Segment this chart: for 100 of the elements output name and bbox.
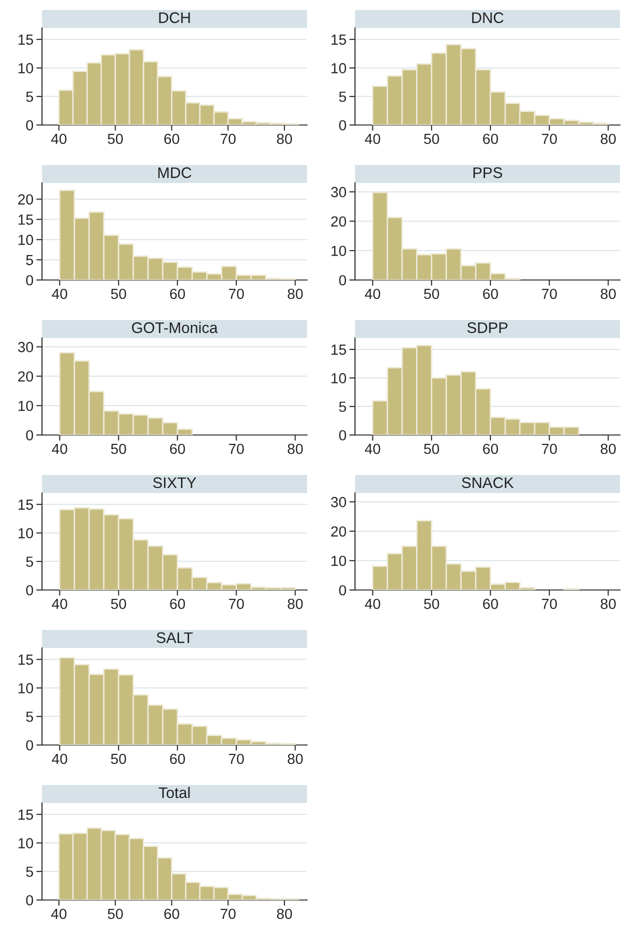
y-tick-label: 5 (26, 255, 34, 266)
x-tick-label: 80 (600, 444, 616, 454)
x-tick-label: 40 (364, 598, 380, 610)
y-tick-label: 0 (26, 895, 34, 906)
x-tick-label: 60 (170, 288, 185, 300)
chart-title: Total (158, 786, 190, 798)
x-tick-label: 70 (228, 754, 244, 764)
x-tick-label: 80 (600, 288, 616, 300)
x-tick-label: 60 (164, 908, 180, 920)
x-tick-label: 60 (170, 444, 185, 454)
y-tick-label: 0 (339, 275, 346, 286)
x-tick-label: 40 (52, 288, 68, 300)
x-tick-label: 40 (364, 444, 380, 454)
chart-title: DNC (472, 12, 504, 24)
chart-title: SNACK (462, 477, 514, 488)
y-tick-label: 10 (332, 373, 346, 384)
x-tick-label: 80 (288, 754, 303, 764)
x-tick-label: 50 (424, 444, 440, 454)
chart-title: DCH (159, 12, 190, 24)
chart-title: SDPP (467, 322, 508, 334)
y-tick-label: 30 (331, 186, 346, 198)
y-tick-label: 20 (331, 216, 346, 227)
y-tick-label: 10 (18, 400, 34, 412)
y-tick-label: 30 (18, 342, 34, 352)
y-tick-label: 20 (18, 194, 34, 205)
chart-title: PPS (473, 167, 502, 178)
y-tick-label: 10 (332, 63, 346, 74)
y-tick-label: 0 (339, 120, 346, 130)
x-tick-label: 60 (170, 754, 185, 764)
x-tick-label: 60 (164, 134, 180, 144)
x-tick-label: 70 (542, 444, 557, 454)
x-tick-label: 70 (228, 444, 244, 454)
y-tick-label: 5 (26, 556, 34, 567)
y-tick-label: 0 (339, 585, 346, 596)
x-tick-label: 80 (276, 134, 292, 144)
x-tick-label: 60 (483, 288, 498, 300)
y-tick-label: 5 (26, 712, 34, 722)
x-tick-label: 80 (600, 598, 616, 610)
x-tick-label: 50 (111, 598, 126, 610)
x-tick-label: 40 (52, 598, 68, 610)
x-tick-label: 40 (51, 134, 66, 144)
y-tick-label: 20 (331, 526, 346, 537)
x-tick-label: 70 (228, 288, 244, 300)
y-tick-label: 0 (26, 740, 34, 750)
y-tick-label: 0 (339, 430, 346, 440)
y-tick-label: 0 (26, 430, 34, 440)
chart-title: SALT (156, 632, 193, 644)
x-tick-label: 60 (483, 444, 498, 454)
y-tick-label: 10 (332, 246, 346, 256)
y-tick-label: 5 (339, 92, 346, 102)
y-tick-label: 15 (18, 810, 34, 820)
x-tick-label: 70 (220, 134, 236, 144)
x-tick-label: 50 (424, 598, 440, 610)
x-tick-label: 50 (108, 134, 123, 144)
y-tick-label: 5 (26, 92, 34, 102)
x-tick-label: 70 (542, 288, 557, 300)
x-tick-label: 70 (542, 134, 557, 144)
y-tick-label: 15 (18, 34, 34, 45)
y-tick-label: 10 (332, 556, 346, 566)
x-tick-label: 50 (108, 908, 123, 920)
x-tick-label: 40 (364, 288, 380, 300)
y-tick-label: 10 (18, 63, 34, 74)
y-tick-label: 10 (18, 683, 34, 694)
x-tick-label: 60 (483, 598, 498, 610)
x-tick-label: 70 (228, 598, 244, 610)
x-tick-label: 40 (52, 754, 68, 764)
x-tick-label: 50 (111, 288, 126, 300)
y-tick-label: 10 (18, 528, 34, 538)
y-tick-label: 15 (18, 654, 34, 665)
chart-title: SIXTY (153, 477, 196, 488)
y-tick-label: 5 (26, 866, 34, 877)
x-tick-label: 80 (288, 444, 303, 454)
y-tick-label: 10 (18, 234, 34, 246)
chart-title: GOT-Monica (132, 322, 218, 334)
x-tick-label: 80 (600, 134, 616, 144)
y-tick-label: 0 (26, 120, 34, 130)
x-tick-label: 40 (52, 444, 68, 454)
x-tick-label: 70 (542, 598, 557, 610)
x-tick-label: 50 (111, 444, 126, 454)
y-tick-label: 15 (18, 214, 34, 225)
y-tick-label: 10 (18, 838, 34, 848)
y-tick-label: 20 (18, 371, 34, 382)
y-tick-label: 15 (332, 344, 346, 355)
x-tick-label: 60 (483, 134, 498, 144)
x-tick-label: 50 (424, 288, 440, 300)
y-tick-label: 0 (26, 585, 34, 596)
x-tick-label: 80 (288, 288, 303, 300)
chart-title: MDC (158, 167, 192, 178)
y-tick-label: 15 (18, 500, 34, 510)
x-tick-label: 50 (424, 134, 440, 144)
x-tick-label: 40 (51, 908, 66, 920)
y-tick-label: 0 (26, 275, 34, 286)
x-tick-label: 80 (276, 908, 292, 920)
x-tick-label: 40 (364, 134, 380, 144)
x-tick-label: 70 (220, 908, 236, 920)
y-tick-label: 5 (339, 402, 346, 412)
x-tick-label: 50 (111, 754, 126, 764)
y-tick-label: 15 (332, 34, 346, 45)
x-tick-label: 60 (170, 598, 185, 610)
y-tick-label: 30 (331, 496, 346, 508)
